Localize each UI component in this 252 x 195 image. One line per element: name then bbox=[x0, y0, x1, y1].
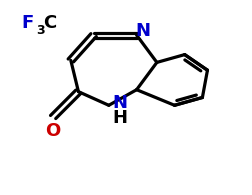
Text: F: F bbox=[21, 14, 34, 32]
Text: C: C bbox=[43, 14, 56, 32]
Text: 3: 3 bbox=[36, 24, 45, 37]
Text: N: N bbox=[135, 22, 150, 40]
Text: H: H bbox=[112, 109, 127, 127]
Text: O: O bbox=[45, 122, 60, 140]
Text: N: N bbox=[112, 94, 127, 112]
